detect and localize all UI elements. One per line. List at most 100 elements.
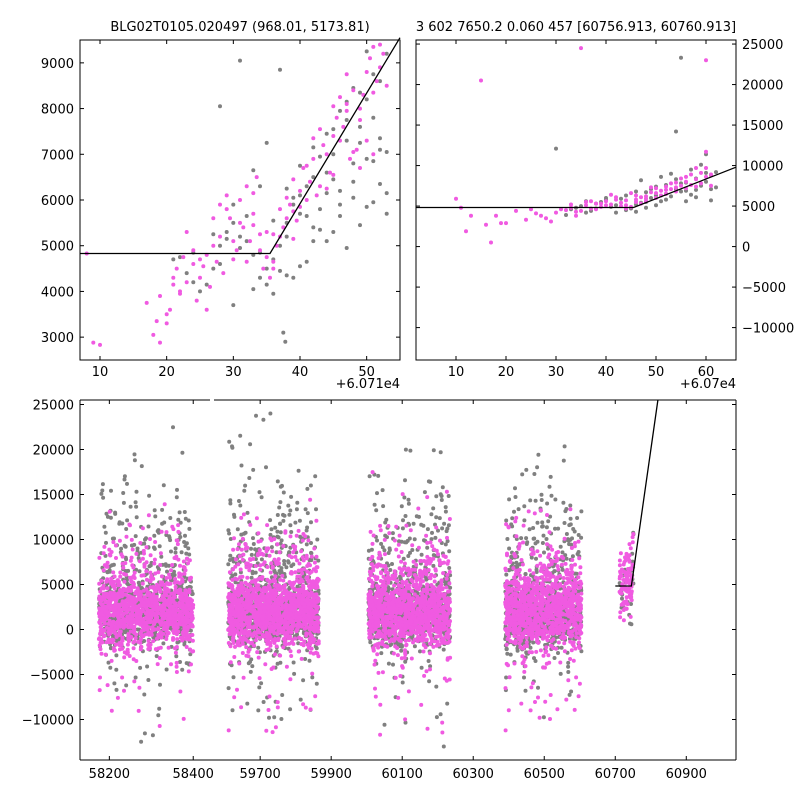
data-point (305, 619, 310, 623)
data-point (224, 230, 229, 234)
data-point (109, 576, 114, 581)
data-point (211, 266, 216, 271)
data-point (291, 562, 296, 567)
data-point (154, 636, 159, 641)
data-point (281, 330, 286, 335)
data-point (227, 531, 232, 536)
data-point (256, 655, 261, 660)
data-point (194, 298, 199, 303)
data-point (298, 193, 302, 198)
data-point (182, 571, 187, 576)
data-point (259, 495, 264, 500)
data-point (272, 631, 277, 636)
data-point (183, 592, 188, 597)
data-point (109, 488, 113, 493)
data-point (584, 210, 588, 215)
data-point (153, 601, 158, 606)
data-point (714, 185, 718, 190)
data-point (244, 184, 249, 189)
data-point (230, 444, 234, 449)
data-point (287, 620, 292, 624)
data-point (170, 563, 175, 567)
data-point (184, 541, 189, 546)
data-point (286, 614, 291, 619)
data-point (112, 593, 117, 598)
data-point (105, 594, 110, 599)
data-point (237, 542, 241, 547)
data-point (312, 611, 317, 616)
data-point (378, 147, 382, 152)
data-point (136, 639, 141, 644)
data-point (364, 97, 369, 102)
zoom-panel-model-line (80, 37, 401, 255)
data-point (244, 259, 249, 264)
data-point (251, 168, 256, 173)
data-point (344, 118, 349, 122)
data-point (178, 596, 183, 601)
data-point (154, 597, 159, 602)
data-point (105, 514, 110, 519)
data-point (107, 618, 112, 623)
data-point (351, 195, 356, 200)
data-point (364, 49, 369, 54)
data-point (98, 647, 103, 652)
data-point (311, 175, 316, 180)
data-point (499, 221, 503, 226)
data-point (282, 631, 287, 636)
data-point (287, 512, 292, 517)
data-point (634, 197, 638, 202)
data-point (105, 560, 110, 565)
data-point (418, 649, 422, 654)
data-point (178, 689, 183, 694)
data-point (293, 520, 298, 525)
data-point (287, 553, 292, 558)
data-point (257, 676, 262, 681)
data-point (164, 530, 169, 535)
data-point (109, 624, 114, 629)
data-point (669, 194, 673, 199)
data-point (236, 598, 241, 603)
data-point (132, 585, 137, 589)
data-point (489, 240, 493, 245)
data-point (173, 650, 178, 655)
data-point (649, 185, 653, 190)
data-point (101, 551, 106, 556)
data-point (171, 637, 175, 642)
data-point (184, 596, 189, 601)
data-point (321, 143, 326, 148)
data-point (227, 439, 232, 444)
data-point (139, 637, 143, 642)
data-point (111, 619, 116, 624)
data-point (108, 597, 112, 602)
data-point (316, 629, 321, 634)
data-point (168, 575, 172, 580)
data-point (113, 607, 118, 612)
data-point (114, 653, 119, 658)
data-point (100, 585, 105, 590)
data-point (311, 145, 316, 150)
data-point (311, 239, 316, 244)
data-point (298, 534, 303, 539)
data-point (344, 102, 349, 106)
data-point (231, 220, 236, 225)
data-point (99, 578, 104, 583)
data-point (400, 680, 405, 685)
data-point (111, 597, 116, 602)
data-point (201, 264, 206, 269)
data-point (267, 604, 271, 609)
data-point (185, 625, 190, 630)
data-point (186, 618, 191, 623)
data-point (378, 182, 382, 186)
data-point (251, 223, 256, 228)
data-point (135, 546, 140, 551)
data-point (293, 554, 298, 559)
data-point (246, 582, 251, 587)
data-point (284, 565, 289, 570)
data-point (272, 715, 277, 720)
data-point (125, 642, 130, 647)
data-point (180, 667, 185, 672)
data-point (484, 222, 488, 227)
data-point (358, 140, 362, 145)
data-point (244, 214, 249, 218)
data-point (104, 640, 109, 645)
